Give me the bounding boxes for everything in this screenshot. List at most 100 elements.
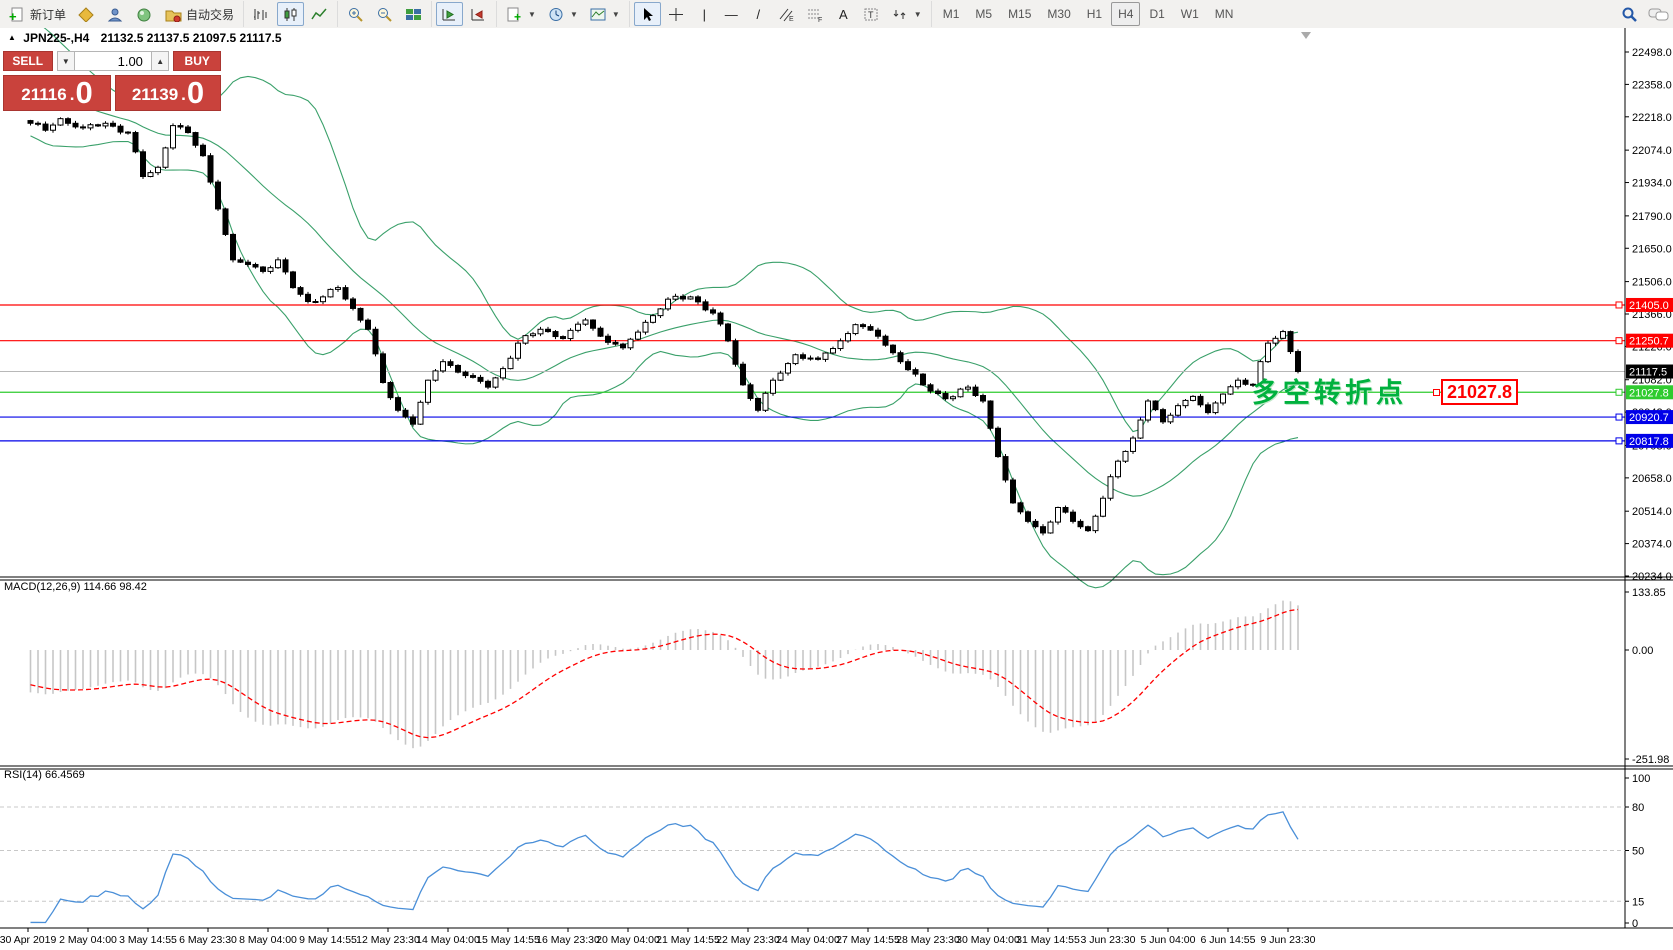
timeframe-button-w1[interactable]: W1	[1180, 7, 1199, 21]
ohlc-values: 21132.5 21137.5 21097.5 21117.5	[100, 31, 282, 45]
zoom-in-button[interactable]	[342, 2, 369, 26]
trendline-button[interactable]: /	[746, 2, 771, 26]
rsi-indicator-label: RSI(14) 66.4569	[4, 769, 85, 781]
dropdown-arrow-icon: ▼	[569, 9, 578, 19]
collapse-triangle-icon[interactable]: ▲	[8, 33, 16, 42]
tile-windows-icon	[405, 7, 422, 22]
chart-canvas[interactable]: 22498.0 22358.0 22218.0 22074.0 21934.0 21790…	[0, 28, 1673, 950]
time-tick-label: 3 May 14:55	[119, 934, 177, 946]
fibonacci-button[interactable]: F	[802, 2, 829, 26]
sell-price-display[interactable]: 21116. 0	[3, 75, 111, 111]
time-tick-label: 2 May 04:00	[59, 934, 117, 946]
trendline-icon: /	[756, 6, 761, 22]
candles	[27, 117, 1301, 536]
annotation-handle[interactable]	[1433, 389, 1440, 396]
periods-button[interactable]: ▼	[543, 2, 583, 26]
dropdown-arrow-icon: ▼	[528, 9, 536, 19]
equidistant-channel-button[interactable]: E	[773, 2, 800, 26]
timeframe-button-m30[interactable]: M30	[1047, 7, 1071, 21]
rsi-axis-label: 100	[1632, 773, 1650, 785]
price-tick: 20514.0	[1632, 506, 1672, 518]
price-tick: 22498.0	[1632, 47, 1672, 59]
line-chart-button[interactable]	[306, 2, 333, 26]
time-tick-label: 22 May 23:30	[716, 934, 780, 946]
horizontal-line-button[interactable]: —	[719, 2, 744, 26]
chart-title: ▲ JPN225-,H4 21132.5 21137.5 21097.5 211…	[8, 31, 282, 45]
svg-text:E: E	[789, 16, 794, 22]
template-icon	[590, 7, 607, 22]
new-order-label: 新订单	[30, 7, 67, 22]
buy-button[interactable]: BUY	[173, 51, 221, 71]
toolbar-group-timeframes: M1 M5 M15 M30 H1 H4 D1 W1 MN	[930, 1, 1245, 27]
clock-icon	[548, 7, 565, 22]
bar-chart-button[interactable]	[248, 2, 275, 26]
channel-icon: E	[778, 7, 795, 22]
toolbar-group-scroll	[431, 1, 496, 27]
candlestick-icon	[282, 7, 299, 22]
crosshair-button[interactable]	[663, 2, 690, 26]
volume-decrease-button[interactable]: ▼	[56, 51, 76, 71]
chart-shift-marker	[1301, 32, 1311, 39]
metaeditor-button[interactable]	[73, 2, 100, 26]
line-price-labels	[1626, 297, 1673, 448]
timeframe-button-m15[interactable]: M15	[1008, 7, 1032, 21]
volume-input[interactable]: 1.00	[75, 51, 151, 71]
autotrading-button[interactable]: 自动交易	[160, 2, 239, 26]
bar-chart-icon	[253, 7, 270, 22]
price-annotation-box[interactable]: 21027.8	[1441, 379, 1519, 405]
buy-price-display[interactable]: 21139. 0	[115, 75, 221, 111]
text-button[interactable]: A	[831, 2, 856, 26]
auto-scroll-icon	[441, 7, 458, 22]
candlestick-chart-button[interactable]	[277, 2, 305, 26]
rsi-axis-label: 0	[1632, 918, 1638, 930]
time-tick-label: 8 May 04:00	[239, 934, 297, 946]
autotrading-icon	[165, 7, 182, 22]
time-tick-label: 21 May 14:55	[656, 934, 720, 946]
search-icon[interactable]	[1621, 7, 1638, 22]
new-order-button[interactable]: + 新订单	[4, 2, 71, 26]
macd-signal-line	[30, 608, 1299, 739]
time-tick-label: 9 Jun 23:30	[1261, 934, 1316, 946]
timeframe-button-h4[interactable]: H4	[1111, 2, 1141, 26]
price-tick: 20374.0	[1632, 539, 1672, 551]
indicators-button[interactable]: + ▼	[501, 2, 541, 26]
rsi-panel	[0, 777, 1629, 924]
timeframe-button-m5[interactable]: M5	[975, 7, 993, 21]
text-icon: A	[838, 6, 848, 22]
fibonacci-icon: F	[807, 7, 824, 22]
price-tick: 22218.0	[1632, 112, 1672, 124]
timeframe-button-h1[interactable]: H1	[1086, 7, 1103, 21]
arrows-button[interactable]: ▼	[887, 2, 927, 26]
indicators-icon: +	[506, 7, 523, 22]
chart-region: 22498.0 22358.0 22218.0 22074.0 21934.0 21790…	[0, 28, 1673, 950]
toolbar: + 新订单	[0, 0, 1673, 29]
buy-price-big-digit: 0	[186, 75, 205, 110]
price-tick: 21934.0	[1632, 178, 1672, 190]
timeframe-button-mn[interactable]: MN	[1214, 7, 1234, 21]
chat-icon[interactable]	[1648, 7, 1669, 22]
buy-price-int: 21139	[131, 85, 179, 104]
chart-shift-icon	[470, 7, 487, 22]
timeframe-button-m1[interactable]: M1	[942, 7, 960, 21]
auto-scroll-button[interactable]	[436, 2, 464, 26]
autotrading-label: 自动交易	[186, 7, 235, 22]
sell-button[interactable]: SELL	[3, 51, 53, 71]
market-watch-button[interactable]	[131, 2, 158, 26]
price-axis	[1625, 51, 1629, 577]
timeframe-button-d1[interactable]: D1	[1149, 7, 1165, 21]
zoom-out-button[interactable]	[371, 2, 398, 26]
cursor-button[interactable]	[633, 2, 661, 26]
rsi-line	[30, 811, 1299, 924]
time-tick-label: 12 May 23:30	[356, 934, 420, 946]
profiles-button[interactable]	[102, 2, 129, 26]
time-tick-label: 3 Jun 23:30	[1081, 934, 1136, 946]
sell-price-int: 21116	[21, 85, 67, 104]
time-tick-label: 14 May 04:00	[416, 934, 480, 946]
vertical-line-button[interactable]: |	[692, 2, 717, 26]
chart-text-annotation[interactable]: 多空转折点	[1252, 378, 1407, 408]
tile-windows-button[interactable]	[400, 2, 427, 26]
text-label-button[interactable]: T	[858, 2, 885, 26]
chart-shift-button[interactable]	[465, 2, 492, 26]
templates-button[interactable]: ▼	[585, 2, 625, 26]
volume-increase-button[interactable]: ▲	[150, 51, 170, 71]
